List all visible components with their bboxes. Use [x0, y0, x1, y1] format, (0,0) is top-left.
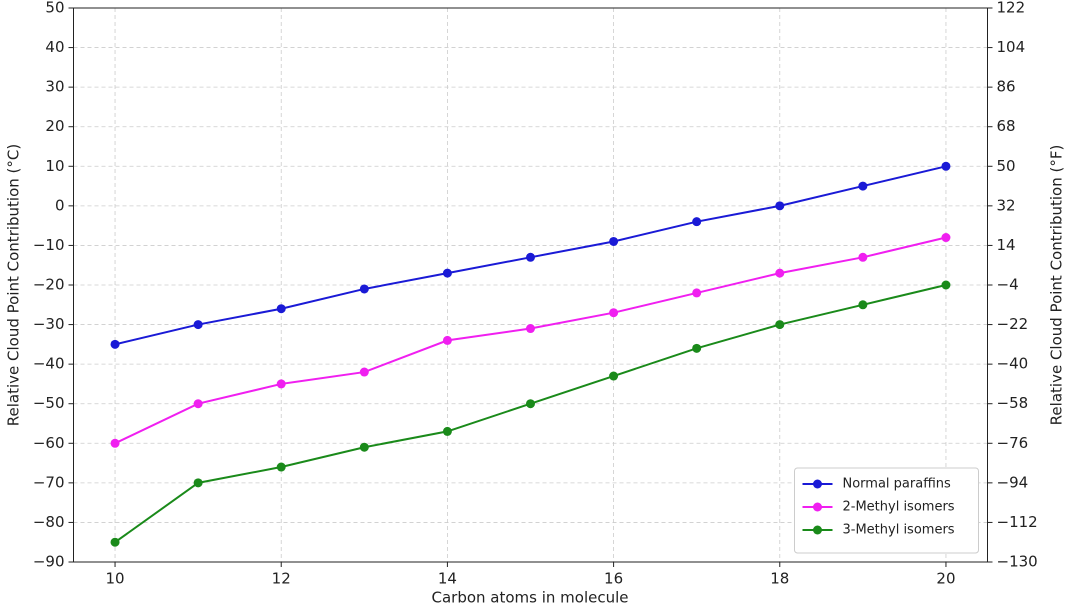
data-point: [941, 161, 951, 171]
data-point: [941, 233, 951, 243]
data-point: [110, 339, 120, 349]
y2-tick-label: −130: [997, 553, 1038, 571]
data-point: [442, 335, 452, 345]
y2-tick-label: 14: [997, 236, 1016, 254]
legend-label: Normal paraffins: [843, 477, 952, 492]
legend-label: 2-Methyl isomers: [843, 500, 955, 515]
y-tick-label: 40: [45, 38, 64, 56]
data-point: [692, 288, 702, 298]
y-tick-label: −40: [33, 355, 65, 373]
data-point: [526, 252, 535, 262]
y2-tick-label: 68: [997, 117, 1016, 135]
legend-label: 3-Methyl isomers: [843, 523, 955, 538]
data-point: [609, 371, 619, 381]
y-tick-label: −20: [33, 276, 65, 294]
data-point: [442, 426, 452, 436]
y2-axis-label: Relative Cloud Point Contribution (°F): [1048, 145, 1066, 426]
data-point: [609, 308, 619, 318]
y2-tick-label: 86: [997, 78, 1016, 96]
y2-tick-label: 104: [997, 38, 1026, 56]
y-tick-label: −60: [33, 434, 65, 452]
data-point: [359, 442, 369, 452]
data-point: [775, 320, 785, 330]
data-point: [276, 304, 286, 314]
y2-tick-label: −4: [997, 276, 1019, 294]
y2-tick-label: −76: [997, 434, 1029, 452]
data-point: [276, 379, 286, 389]
y2-tick-label: −40: [997, 355, 1029, 373]
y2-tick-label: −58: [997, 394, 1029, 412]
x-tick-label: 10: [105, 570, 124, 588]
x-axis-label: Carbon atoms in molecule: [431, 589, 628, 607]
x-tick-label: 18: [770, 570, 789, 588]
legend-marker: [813, 479, 822, 489]
data-point: [110, 438, 120, 448]
y-tick-label: −70: [33, 473, 65, 491]
y-tick-label: 10: [45, 157, 64, 175]
data-point: [193, 399, 203, 409]
x-tick-label: 12: [272, 570, 291, 588]
y-tick-label: 50: [45, 0, 64, 17]
plot-frame: [73, 7, 988, 563]
y-tick-label: −80: [33, 513, 65, 531]
y-tick-label: 20: [45, 117, 64, 135]
data-point: [110, 537, 120, 547]
x-tick-label: 20: [936, 570, 955, 588]
data-point: [359, 284, 369, 294]
y-tick-label: −90: [33, 553, 65, 571]
y2-tick-label: 32: [997, 196, 1016, 214]
data-point: [526, 324, 535, 334]
data-point: [692, 217, 702, 227]
y2-tick-label: −94: [997, 473, 1029, 491]
data-point: [442, 268, 452, 278]
legend-marker: [813, 525, 822, 535]
data-point: [858, 300, 868, 310]
data-point: [359, 367, 369, 377]
y2-tick-label: 122: [997, 0, 1026, 17]
legend-box: [794, 467, 979, 554]
data-point: [193, 320, 203, 330]
x-tick-label: 14: [438, 570, 457, 588]
y-tick-label: −50: [33, 394, 65, 412]
y2-tick-label: −22: [997, 315, 1029, 333]
data-point: [775, 268, 785, 278]
y2-tick-label: 50: [997, 157, 1016, 175]
data-point: [276, 462, 286, 472]
data-point: [609, 236, 619, 246]
y-tick-label: 0: [55, 196, 65, 214]
y-tick-label: 30: [45, 78, 64, 96]
data-point: [692, 343, 702, 353]
data-point: [941, 280, 951, 290]
data-point: [858, 181, 868, 191]
y-axis-label: Relative Cloud Point Contribution (°C): [5, 144, 23, 426]
y-tick-label: −30: [33, 315, 65, 333]
y-tick-label: −10: [33, 236, 65, 254]
x-tick-label: 16: [604, 570, 623, 588]
data-point: [775, 201, 785, 211]
series-line: [114, 236, 947, 445]
data-point: [193, 478, 203, 488]
legend-marker: [813, 502, 822, 512]
data-point: [858, 252, 868, 262]
y2-tick-label: −112: [997, 513, 1038, 531]
data-point: [526, 399, 535, 409]
